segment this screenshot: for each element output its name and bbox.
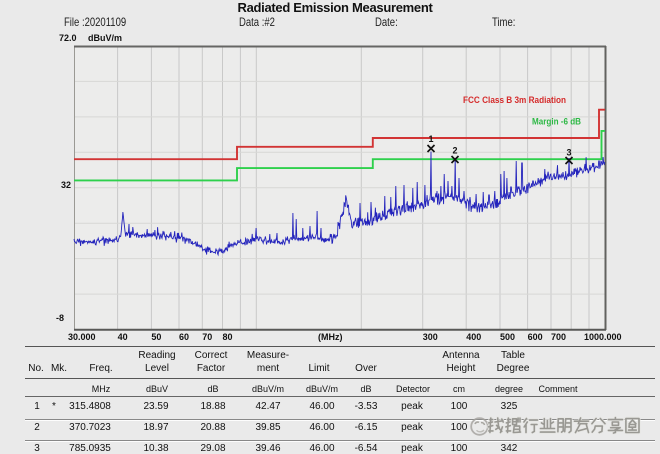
svg-text:600: 600 <box>528 332 543 342</box>
svg-text:dBuV/m: dBuV/m <box>88 33 122 43</box>
svg-text:1000.000: 1000.000 <box>584 332 622 342</box>
svg-text:80: 80 <box>223 332 233 342</box>
svg-text:700: 700 <box>551 332 566 342</box>
svg-text:400: 400 <box>466 332 481 342</box>
svg-text:Margin -6 dB: Margin -6 dB <box>532 117 581 128</box>
svg-text:60: 60 <box>179 332 189 342</box>
svg-text:1: 1 <box>428 134 433 144</box>
svg-text:-8: -8 <box>56 313 64 323</box>
svg-text:FCC Class B 3m Radiation: FCC Class B 3m Radiation <box>463 95 566 106</box>
svg-text:300: 300 <box>423 332 438 342</box>
svg-text:72.0: 72.0 <box>59 33 77 43</box>
svg-text:32: 32 <box>61 180 71 190</box>
svg-text:3: 3 <box>566 148 571 158</box>
svg-text:40: 40 <box>118 332 128 342</box>
svg-text:70: 70 <box>202 332 212 342</box>
svg-text:500: 500 <box>500 332 515 342</box>
svg-text:50: 50 <box>151 332 161 342</box>
svg-text:30.000: 30.000 <box>68 332 96 342</box>
svg-text:(MHz): (MHz) <box>318 332 343 342</box>
svg-text:2: 2 <box>452 146 457 156</box>
